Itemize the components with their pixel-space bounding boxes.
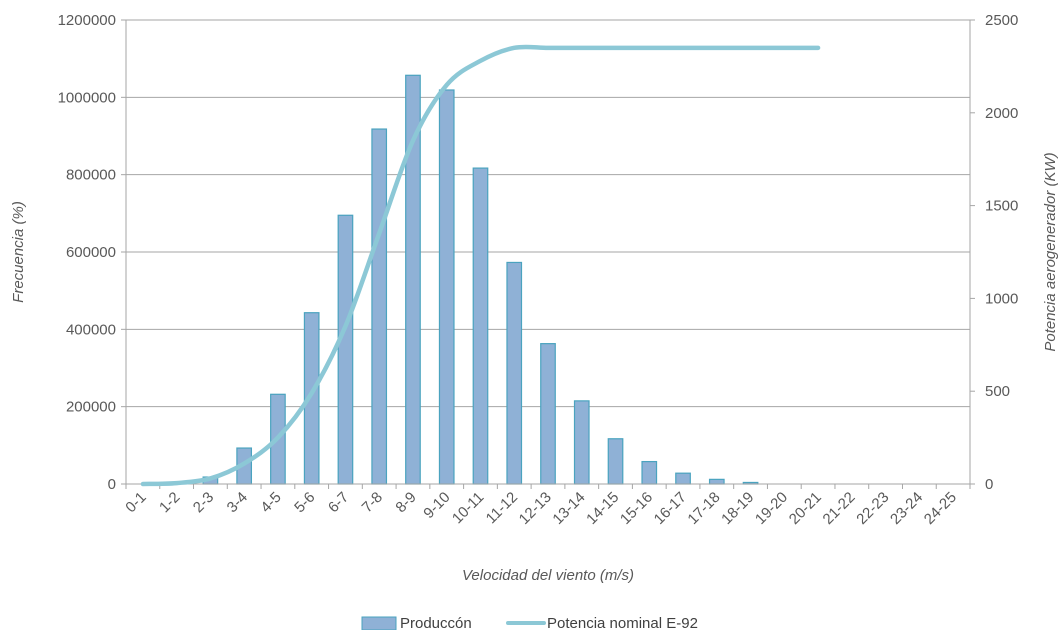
x-axis-title: Velocidad del viento (m/s)	[462, 567, 634, 584]
x-tick-label: 11-12	[483, 489, 521, 527]
y-tick-label-left: 400000	[66, 321, 116, 338]
y-axis-title-left: Frecuencia (%)	[10, 201, 27, 303]
gridlines	[126, 19, 970, 408]
x-tick-label: 17-18	[684, 489, 723, 528]
x-tick-label: 16-17	[651, 489, 690, 528]
y-tick-label-left: 600000	[66, 244, 116, 261]
bar	[506, 261, 523, 485]
y-tick-label-left: 1200000	[58, 12, 116, 29]
bar	[641, 460, 658, 485]
bar	[675, 472, 691, 485]
y-tick-label-left: 200000	[66, 399, 116, 416]
x-tick-label: 15-16	[617, 489, 656, 528]
legend-label-line: Potencia nominal E-92	[547, 615, 698, 630]
x-tick-label: 23-24	[887, 489, 926, 528]
bar	[371, 128, 388, 485]
axes	[121, 19, 975, 489]
y-tick-label-right: 0	[985, 476, 993, 493]
legend-label-bar: Produccón	[400, 615, 472, 630]
x-tick-label: 4-5	[257, 489, 284, 516]
tick-labels: 0 200000 400000 600000 800000 1000000 1200000 0…	[58, 12, 1019, 528]
bar	[540, 343, 556, 485]
y-tick-label-left: 1000000	[58, 89, 116, 106]
bar	[472, 167, 489, 485]
y-tick-label-left: 800000	[66, 167, 116, 184]
bar	[708, 478, 725, 485]
x-tick-label: 12-13	[516, 489, 555, 528]
y-tick-label-right: 2500	[985, 12, 1018, 29]
x-tick-label: 24-25	[921, 489, 960, 528]
y-axis-title-right: Potencia aerogenerador (KW)	[1042, 152, 1059, 351]
x-tick-label: 21-22	[820, 489, 859, 528]
legend: Produccón Potencia nominal E-92	[361, 615, 698, 632]
y-tick-label-left: 0	[108, 476, 116, 493]
line-series	[140, 44, 821, 487]
x-tick-label: 2-3	[190, 489, 217, 516]
x-tick-label: 20-21	[786, 489, 825, 528]
x-tick-label: 0-1	[122, 489, 149, 516]
bar	[438, 89, 455, 485]
x-tick-label: 14-15	[583, 489, 622, 528]
power-curve-line	[140, 44, 821, 487]
x-tick-label: 7-8	[359, 489, 386, 516]
x-tick-label: 19-20	[752, 489, 791, 528]
y-tick-label-right: 500	[985, 383, 1010, 400]
x-tick-label: 3-4	[224, 489, 251, 516]
x-tick-label: 8-9	[392, 489, 419, 516]
x-tick-label: 10-11	[449, 489, 487, 527]
x-tick-label: 9-10	[420, 489, 453, 522]
bar	[573, 400, 590, 485]
y-tick-label-right: 1500	[985, 198, 1018, 215]
x-tick-label: 22-23	[853, 489, 892, 528]
bar-series	[202, 74, 759, 485]
legend-swatch-bar	[361, 616, 397, 631]
bar	[607, 438, 624, 485]
x-tick-label: 5-6	[291, 489, 318, 516]
x-tick-label: 13-14	[549, 489, 588, 528]
x-tick-label: 1-2	[156, 489, 183, 516]
y-tick-label-right: 2000	[985, 105, 1018, 122]
y-tick-label-right: 1000	[985, 290, 1018, 307]
bar	[337, 214, 354, 485]
x-tick-label: 18-19	[718, 489, 757, 528]
x-tick-label: 6-7	[325, 489, 352, 516]
